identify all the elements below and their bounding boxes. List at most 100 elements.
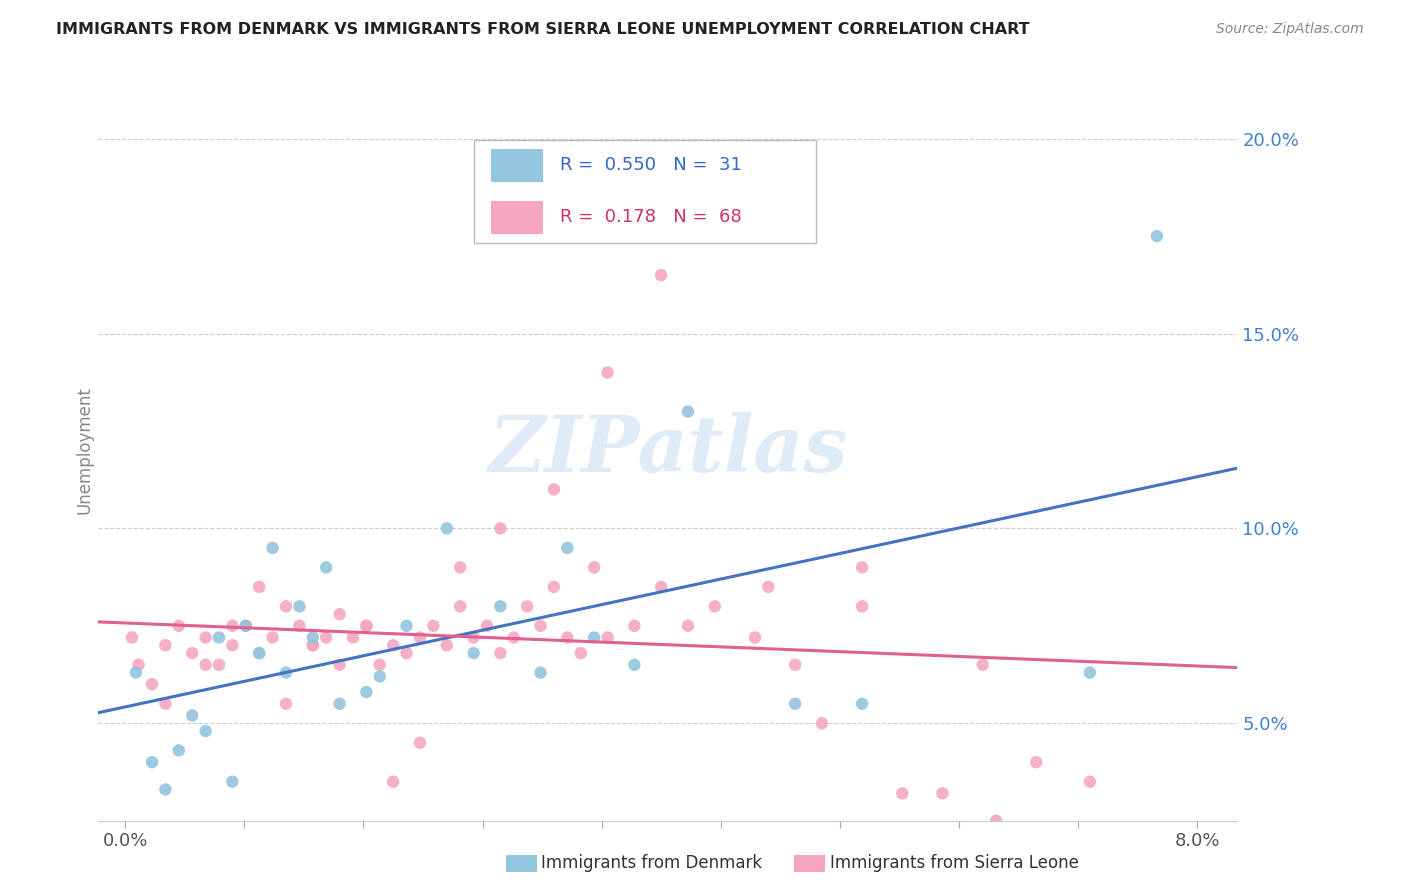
Point — [596, 631, 619, 645]
Point — [356, 619, 378, 633]
Point — [342, 631, 364, 645]
Point — [676, 404, 699, 418]
Point — [128, 657, 150, 672]
Point — [262, 541, 284, 555]
Point — [247, 580, 270, 594]
Point — [436, 521, 458, 535]
Point — [274, 599, 297, 614]
Point — [529, 665, 551, 680]
Point — [543, 483, 565, 497]
Point — [931, 786, 953, 800]
Point — [155, 782, 177, 797]
Point — [288, 619, 311, 633]
Point — [181, 708, 204, 723]
Y-axis label: Unemployment: Unemployment — [76, 386, 94, 515]
Point — [475, 619, 498, 633]
Text: Source: ZipAtlas.com: Source: ZipAtlas.com — [1216, 22, 1364, 37]
Point — [583, 560, 606, 574]
Point — [623, 619, 645, 633]
Point — [516, 599, 538, 614]
Point — [984, 814, 1007, 828]
Point — [194, 724, 217, 739]
Point — [221, 619, 243, 633]
Point — [274, 665, 297, 680]
Point — [543, 580, 565, 594]
Point — [650, 580, 672, 594]
Point — [489, 521, 512, 535]
Point — [329, 607, 352, 621]
Point — [395, 619, 418, 633]
Text: IMMIGRANTS FROM DENMARK VS IMMIGRANTS FROM SIERRA LEONE UNEMPLOYMENT CORRELATION: IMMIGRANTS FROM DENMARK VS IMMIGRANTS FR… — [56, 22, 1029, 37]
Point — [167, 619, 190, 633]
Point — [221, 638, 243, 652]
Point — [489, 599, 512, 614]
Point — [623, 657, 645, 672]
Point — [247, 646, 270, 660]
Point — [368, 669, 391, 683]
Point — [274, 697, 297, 711]
Text: R =  0.550   N =  31: R = 0.550 N = 31 — [560, 156, 741, 175]
Point — [676, 619, 699, 633]
Point — [596, 366, 619, 380]
Point — [529, 619, 551, 633]
Point — [382, 638, 405, 652]
Point — [315, 560, 337, 574]
Point — [125, 665, 148, 680]
Point — [557, 631, 579, 645]
Point — [208, 631, 231, 645]
Point — [194, 631, 217, 645]
Point — [288, 599, 311, 614]
Point — [368, 657, 391, 672]
Point — [785, 657, 807, 672]
Point — [436, 638, 458, 652]
Point — [301, 631, 323, 645]
Point — [449, 599, 471, 614]
Point — [301, 638, 323, 652]
Point — [1078, 665, 1101, 680]
FancyBboxPatch shape — [474, 139, 815, 244]
Point — [409, 736, 432, 750]
Point — [650, 268, 672, 282]
Point — [315, 631, 337, 645]
Point — [851, 560, 873, 574]
Point — [155, 638, 177, 652]
Point — [744, 631, 766, 645]
Point — [141, 677, 163, 691]
Point — [489, 646, 512, 660]
Point — [583, 631, 606, 645]
Point — [356, 619, 378, 633]
Point — [121, 631, 143, 645]
Point — [356, 685, 378, 699]
Point — [301, 638, 323, 652]
Point — [891, 786, 914, 800]
Text: ZIPatlas: ZIPatlas — [488, 412, 848, 489]
Point — [329, 697, 352, 711]
Point — [703, 599, 725, 614]
Text: Immigrants from Denmark: Immigrants from Denmark — [541, 855, 762, 872]
Point — [557, 541, 579, 555]
Point — [851, 599, 873, 614]
Point — [155, 697, 177, 711]
Point — [221, 774, 243, 789]
Point — [194, 657, 217, 672]
Point — [785, 697, 807, 711]
Point — [262, 631, 284, 645]
Point — [382, 774, 405, 789]
Point — [329, 657, 352, 672]
Point — [569, 646, 592, 660]
Point — [449, 560, 471, 574]
Bar — [491, 149, 543, 182]
Point — [422, 619, 444, 633]
Point — [502, 631, 524, 645]
Point — [409, 631, 432, 645]
Point — [167, 743, 190, 757]
Point — [247, 646, 270, 660]
Point — [181, 646, 204, 660]
Point — [395, 646, 418, 660]
Point — [756, 580, 779, 594]
Point — [235, 619, 257, 633]
Point — [851, 697, 873, 711]
Text: R =  0.178   N =  68: R = 0.178 N = 68 — [560, 208, 741, 227]
Bar — [491, 201, 543, 234]
Point — [141, 755, 163, 769]
